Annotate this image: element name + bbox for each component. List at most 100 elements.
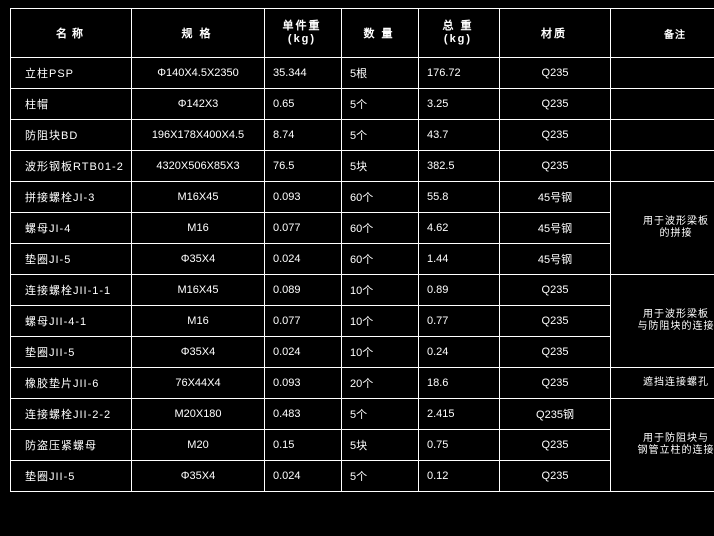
cell-material: Q235: [500, 337, 611, 368]
cell-name: 螺母JII-4-1: [11, 306, 132, 337]
table-row: 连接螺栓JII-2-2M20X1800.4835个2.415Q235钢用于防阻块…: [11, 399, 714, 430]
cell-remark: 用于波形梁板的拼接: [611, 182, 714, 275]
cell-spec: 196X178X400X4.5: [132, 120, 265, 151]
cell-unit-wt: 0.024: [265, 244, 342, 275]
cell-qty: 60个: [342, 244, 419, 275]
cell-remark: [611, 89, 714, 120]
cell-material: Q235: [500, 461, 611, 492]
cell-name: 垫圈JII-5: [11, 337, 132, 368]
col-unit-wt: 单件重(kg): [265, 9, 342, 58]
header-row: 名 称 规 格 单件重(kg) 数 量 总 重(kg) 材质 备注: [11, 9, 714, 58]
table-row: 波形钢板RTB01-24320X506X85X376.55块382.5Q235: [11, 151, 714, 182]
cell-spec: Φ35X4: [132, 244, 265, 275]
table-row: 防盗压紧螺母M200.155块0.75Q235: [11, 430, 714, 461]
col-material: 材质: [500, 9, 611, 58]
cell-spec: M20: [132, 430, 265, 461]
table-body: 立柱PSPΦ140X4.5X235035.3445根176.72Q235柱帽Φ1…: [11, 58, 714, 492]
cell-spec: 76X44X4: [132, 368, 265, 399]
cell-name: 连接螺栓JII-2-2: [11, 399, 132, 430]
cell-total-wt: 55.8: [419, 182, 500, 213]
cell-spec: 4320X506X85X3: [132, 151, 265, 182]
table-row: 立柱PSPΦ140X4.5X235035.3445根176.72Q235: [11, 58, 714, 89]
cell-name: 连接螺栓JII-1-1: [11, 275, 132, 306]
cell-name: 防盗压紧螺母: [11, 430, 132, 461]
cell-name: 垫圈JII-5: [11, 461, 132, 492]
cell-qty: 5个: [342, 399, 419, 430]
cell-remark: [611, 58, 714, 89]
cell-material: Q235: [500, 275, 611, 306]
cell-spec: M20X180: [132, 399, 265, 430]
cell-name: 波形钢板RTB01-2: [11, 151, 132, 182]
cell-qty: 60个: [342, 182, 419, 213]
bom-table: 名 称 规 格 单件重(kg) 数 量 总 重(kg) 材质 备注 立柱PSPΦ…: [10, 8, 714, 492]
cell-name: 橡胶垫片JII-6: [11, 368, 132, 399]
cell-remark: [611, 151, 714, 182]
cell-remark: 用于防阻块与钢管立柱的连接: [611, 399, 714, 492]
cell-qty: 10个: [342, 337, 419, 368]
cell-material: Q235: [500, 58, 611, 89]
cell-qty: 10个: [342, 275, 419, 306]
cell-unit-wt: 35.344: [265, 58, 342, 89]
cell-spec: Φ142X3: [132, 89, 265, 120]
cell-qty: 5个: [342, 461, 419, 492]
table-row: 垫圈JII-5Φ35X40.0245个0.12Q235: [11, 461, 714, 492]
cell-unit-wt: 0.65: [265, 89, 342, 120]
cell-material: 45号钢: [500, 244, 611, 275]
cell-qty: 5个: [342, 120, 419, 151]
cell-total-wt: 382.5: [419, 151, 500, 182]
cell-name: 柱帽: [11, 89, 132, 120]
cell-material: 45号钢: [500, 182, 611, 213]
cell-unit-wt: 0.093: [265, 368, 342, 399]
cell-total-wt: 3.25: [419, 89, 500, 120]
table-row: 柱帽Φ142X30.655个3.25Q235: [11, 89, 714, 120]
cell-total-wt: 2.415: [419, 399, 500, 430]
cell-material: Q235: [500, 430, 611, 461]
cell-unit-wt: 0.077: [265, 213, 342, 244]
table-row: 螺母JII-4-1M160.07710个0.77Q235: [11, 306, 714, 337]
cell-name: 防阻块BD: [11, 120, 132, 151]
cell-material: Q235: [500, 120, 611, 151]
cell-name: 螺母JI-4: [11, 213, 132, 244]
table-row: 连接螺栓JII-1-1M16X450.08910个0.89Q235用于波形梁板与…: [11, 275, 714, 306]
cell-unit-wt: 0.077: [265, 306, 342, 337]
cell-total-wt: 176.72: [419, 58, 500, 89]
cell-remark: 遮挡连接螺孔: [611, 368, 714, 399]
cell-qty: 60个: [342, 213, 419, 244]
cell-total-wt: 0.77: [419, 306, 500, 337]
cell-spec: M16: [132, 306, 265, 337]
cell-total-wt: 18.6: [419, 368, 500, 399]
col-total-wt: 总 重(kg): [419, 9, 500, 58]
cell-material: Q235: [500, 306, 611, 337]
cell-qty: 20个: [342, 368, 419, 399]
cell-qty: 5根: [342, 58, 419, 89]
cell-name: 立柱PSP: [11, 58, 132, 89]
cell-total-wt: 1.44: [419, 244, 500, 275]
table-row: 螺母JI-4M160.07760个4.6245号钢: [11, 213, 714, 244]
cell-spec: Φ35X4: [132, 337, 265, 368]
col-name: 名 称: [11, 9, 132, 58]
cell-material: Q235: [500, 368, 611, 399]
cell-unit-wt: 0.093: [265, 182, 342, 213]
cell-total-wt: 0.89: [419, 275, 500, 306]
cell-spec: M16X45: [132, 275, 265, 306]
cell-total-wt: 43.7: [419, 120, 500, 151]
cell-unit-wt: 0.024: [265, 337, 342, 368]
col-remark: 备注: [611, 9, 714, 58]
table-row: 垫圈JII-5Φ35X40.02410个0.24Q235: [11, 337, 714, 368]
cell-name: 垫圈JI-5: [11, 244, 132, 275]
cell-spec: M16X45: [132, 182, 265, 213]
cell-material: Q235钢: [500, 399, 611, 430]
cell-material: 45号钢: [500, 213, 611, 244]
cell-spec: Φ140X4.5X2350: [132, 58, 265, 89]
cell-material: Q235: [500, 151, 611, 182]
cell-material: Q235: [500, 89, 611, 120]
cell-qty: 5块: [342, 430, 419, 461]
col-qty: 数 量: [342, 9, 419, 58]
table-row: 防阻块BD196X178X400X4.58.745个43.7Q235: [11, 120, 714, 151]
cell-spec: Φ35X4: [132, 461, 265, 492]
cell-unit-wt: 8.74: [265, 120, 342, 151]
cell-total-wt: 4.62: [419, 213, 500, 244]
col-spec: 规 格: [132, 9, 265, 58]
table-row: 拼接螺栓JI-3M16X450.09360个55.845号钢用于波形梁板的拼接: [11, 182, 714, 213]
table-row: 橡胶垫片JII-676X44X40.09320个18.6Q235遮挡连接螺孔: [11, 368, 714, 399]
